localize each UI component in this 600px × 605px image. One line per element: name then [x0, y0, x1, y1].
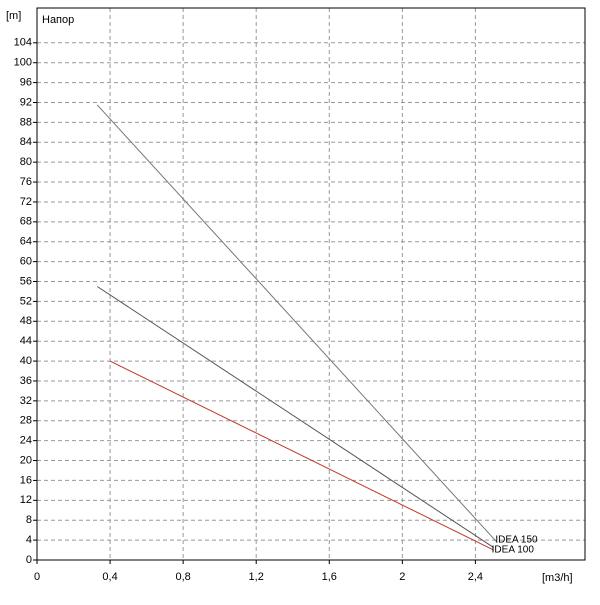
x-tick-label: 2 [399, 571, 405, 583]
y-tick-label: 16 [20, 474, 32, 486]
y-tick-label: 68 [20, 216, 32, 228]
y-tick-label: 24 [20, 435, 32, 447]
y-tick-label: 32 [20, 395, 32, 407]
y-tick-label: 76 [20, 176, 32, 188]
y-tick-label: 84 [20, 136, 32, 148]
y-axis-label: [m] [6, 10, 21, 22]
chart-title: Напор [42, 14, 74, 26]
y-tick-label: 88 [20, 116, 32, 128]
y-tick-label: 44 [20, 335, 32, 347]
y-tick-label: 60 [20, 256, 32, 268]
plot-frame [36, 7, 586, 561]
y-tick-label: 12 [20, 494, 32, 506]
x-tick-label: 0,8 [175, 571, 190, 583]
series-line [96, 104, 498, 543]
y-tick-label: 92 [20, 96, 32, 108]
y-tick-label: 36 [20, 375, 32, 387]
y-tick-label: 56 [20, 275, 32, 287]
y-tick-label: 4 [26, 534, 32, 546]
y-tick-label: 96 [20, 77, 32, 89]
y-tick-label: 20 [20, 454, 32, 466]
y-tick-label: 64 [20, 236, 32, 248]
y-tick-label: 28 [20, 415, 32, 427]
y-tick-label: 104 [14, 37, 32, 49]
y-tick-label: 72 [20, 196, 32, 208]
y-tick-label: 0 [26, 554, 32, 566]
series-line [97, 286, 494, 548]
y-tick-label: 80 [20, 156, 32, 168]
y-tick-label: 40 [20, 355, 32, 367]
x-tick-label: 1,2 [249, 571, 264, 583]
x-tick-label: 0,4 [102, 571, 117, 583]
x-tick-label: 2,4 [468, 571, 483, 583]
legend-label: IDEA 100 [492, 545, 535, 556]
x-tick-label: 1,6 [322, 571, 337, 583]
legend-label: IDEA 150 [495, 535, 538, 546]
y-tick-label: 48 [20, 315, 32, 327]
x-tick-label: 0 [34, 571, 40, 583]
series-line [109, 360, 494, 551]
y-tick-label: 52 [20, 295, 32, 307]
y-tick-label: 100 [14, 57, 32, 69]
y-tick-label: 8 [26, 514, 32, 526]
x-axis-label: [m3/h] [542, 572, 573, 584]
